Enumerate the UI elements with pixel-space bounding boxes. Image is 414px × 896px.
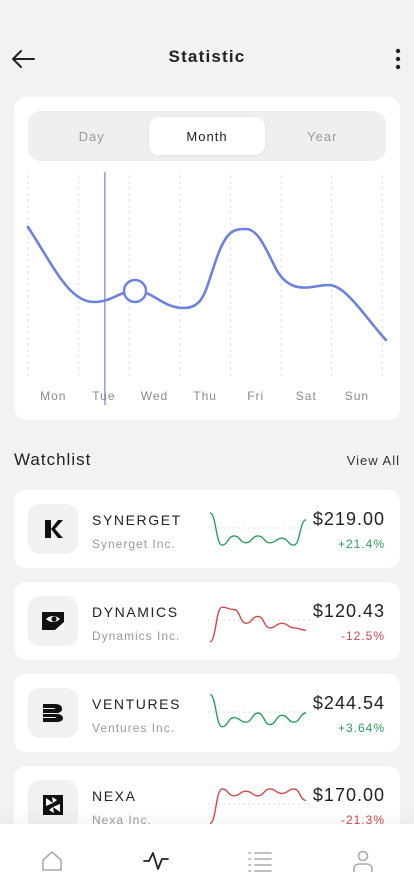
- tab-home[interactable]: [39, 848, 65, 874]
- stock-sparkline: [208, 606, 312, 643]
- nexa-logo: [28, 780, 78, 830]
- dynamics-logo-icon: [42, 612, 64, 630]
- x-tick-label: Sat: [296, 389, 317, 403]
- profile-icon: [353, 850, 373, 872]
- stock-ticker: SYNERGET: [92, 512, 182, 528]
- period-year-tab[interactable]: Year: [307, 128, 338, 144]
- stock-price: $170.00: [312, 785, 385, 805]
- selected-point-marker[interactable]: [122, 278, 148, 304]
- x-tick-label: Tue: [92, 389, 115, 403]
- statistic-card: Day Month Year Mon Tue Wed Thu Fri Sat Sun: [14, 97, 400, 420]
- series-line: [26, 225, 388, 342]
- sparkline-path: [209, 606, 307, 643]
- stock-change: -12.5%: [340, 629, 385, 643]
- watchlist-item-synerget[interactable]: SYNERGET Synerget Inc. $219.00 +21.4%: [14, 490, 400, 568]
- period-month-tab[interactable]: Month: [149, 117, 265, 155]
- ventures-logo: [28, 688, 78, 738]
- watchlist-item-dynamics[interactable]: DYNAMICS Dynamics Inc. $120.43 -12.5%: [14, 582, 400, 660]
- sparkline-path: [209, 788, 307, 825]
- tab-activity[interactable]: [143, 848, 169, 874]
- view-all-link[interactable]: View All: [346, 453, 400, 468]
- stock-change: +21.4%: [337, 537, 385, 551]
- activity-icon: [143, 852, 169, 870]
- stock-price: $219.00: [312, 509, 385, 529]
- dynamics-logo: [28, 596, 78, 646]
- watchlist-title: Watchlist: [14, 450, 92, 469]
- stock-company: Ventures Inc.: [92, 721, 176, 735]
- back-button[interactable]: [8, 44, 38, 74]
- synerget-logo-icon: [45, 520, 63, 538]
- page-title: Statistic: [168, 47, 246, 66]
- stock-company: Synerget Inc.: [92, 537, 176, 551]
- nexa-logo-icon: [43, 795, 63, 815]
- period-selector: Day Month Year: [28, 111, 386, 161]
- top-app-bar: Statistic: [0, 0, 414, 100]
- statistic-line-chart[interactable]: Mon Tue Wed Thu Fri Sat Sun: [14, 167, 400, 412]
- stock-sparkline: [208, 788, 312, 825]
- stock-ticker: DYNAMICS: [92, 604, 179, 620]
- list-icon: [248, 852, 272, 872]
- x-tick-label: Thu: [193, 389, 217, 403]
- stock-company: Dynamics Inc.: [92, 629, 181, 643]
- x-tick-label: Mon: [40, 389, 66, 403]
- stock-change: -21.3%: [340, 813, 385, 827]
- stock-change: +3.64%: [337, 721, 385, 735]
- stock-sparkline: [208, 693, 312, 728]
- sparkline-path: [209, 693, 307, 728]
- synerget-logo: [28, 504, 78, 554]
- x-tick-label: Fri: [247, 389, 264, 403]
- more-vertical-icon: [395, 48, 401, 70]
- more-options-button[interactable]: [388, 44, 408, 74]
- stock-ticker: VENTURES: [92, 696, 182, 712]
- stock-ticker: NEXA: [92, 788, 137, 804]
- x-tick-label: Sun: [345, 389, 369, 403]
- period-day-tab[interactable]: Day: [78, 128, 105, 144]
- stock-price: $244.54: [312, 693, 385, 713]
- home-icon: [42, 851, 62, 871]
- arrow-left-icon: [12, 50, 35, 68]
- stock-sparkline: [208, 512, 312, 546]
- ventures-logo-icon: [43, 704, 63, 722]
- stock-price: $120.43: [312, 601, 385, 621]
- x-tick-label: Wed: [141, 389, 168, 403]
- stock-company: Nexa Inc.: [92, 813, 152, 827]
- sparkline-path: [209, 512, 307, 546]
- tab-list[interactable]: [247, 848, 273, 874]
- watchlist-header: Watchlist View All: [14, 450, 400, 472]
- watchlist-item-ventures[interactable]: VENTURES Ventures Inc. $244.54 +3.64%: [14, 674, 400, 752]
- tab-profile[interactable]: [350, 848, 376, 874]
- bottom-tab-bar: [0, 824, 414, 896]
